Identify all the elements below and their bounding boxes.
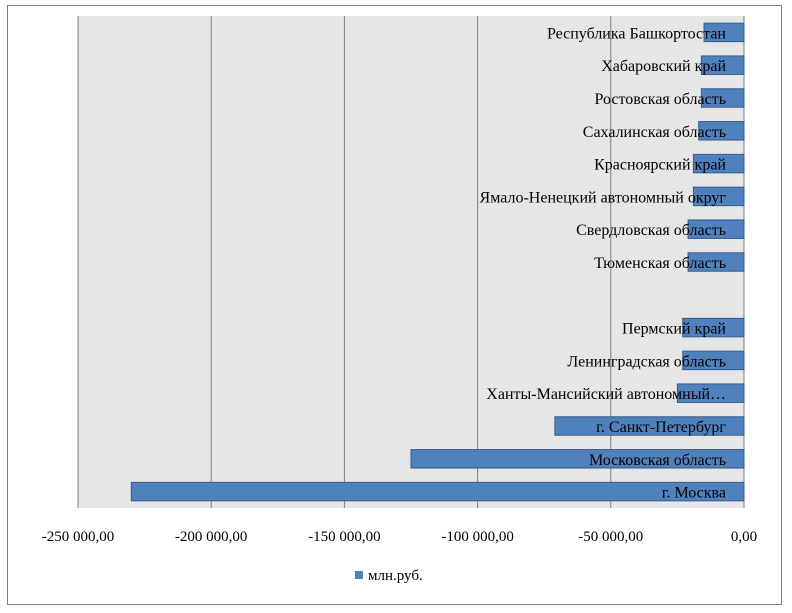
category-label: Хабаровский край — [601, 58, 726, 75]
x-tick-label: -250 000,00 — [42, 529, 115, 545]
category-label: г. Санкт-Петербург — [596, 419, 726, 436]
x-tick-label: -150 000,00 — [308, 529, 381, 545]
category-label: Красноярский край — [594, 157, 726, 174]
bar — [700, 55, 745, 75]
x-tick-label: 0,00 — [731, 529, 757, 545]
category-labels: Республика Башкортостан Хабаровский край Р… — [480, 25, 727, 501]
bar — [410, 449, 745, 469]
category-label: Пермский край — [622, 321, 726, 338]
category-label: Ростовская область — [594, 91, 726, 108]
category-label: Свердловская область — [576, 222, 726, 239]
category-label: г. Москва — [662, 485, 726, 502]
category-label: Московская область — [589, 452, 726, 469]
legend: млн.руб. — [355, 568, 423, 584]
category-label: Ханты-Мансийский автономный… — [486, 386, 726, 403]
x-tick-label: -200 000,00 — [175, 529, 248, 545]
category-label: Республика Башкортостан — [547, 25, 726, 42]
x-axis-tick-labels: -250 000,00 -200 000,00 -150 000,00 -100 00… — [42, 529, 757, 545]
legend-swatch — [355, 571, 363, 579]
bar — [682, 350, 745, 371]
bars — [130, 22, 745, 502]
category-label: Сахалинская область — [583, 124, 726, 141]
x-tick-label: -50 000,00 — [578, 529, 643, 545]
bar — [687, 219, 745, 239]
bar — [700, 88, 745, 108]
bar — [692, 153, 745, 174]
bar — [692, 186, 745, 207]
category-label: Тюменская область — [594, 255, 726, 272]
category-label: Ямало-Ненецкий автономный округ — [480, 189, 727, 206]
category-label: Ленинградская область — [567, 353, 726, 370]
bar — [676, 383, 745, 403]
bar — [130, 481, 745, 502]
bar — [682, 317, 745, 338]
legend-label: млн.руб. — [368, 568, 423, 584]
bar — [698, 121, 745, 141]
bar — [687, 252, 745, 272]
bar — [554, 416, 745, 436]
x-tick-label: -100 000,00 — [441, 529, 514, 545]
bar — [703, 22, 745, 43]
